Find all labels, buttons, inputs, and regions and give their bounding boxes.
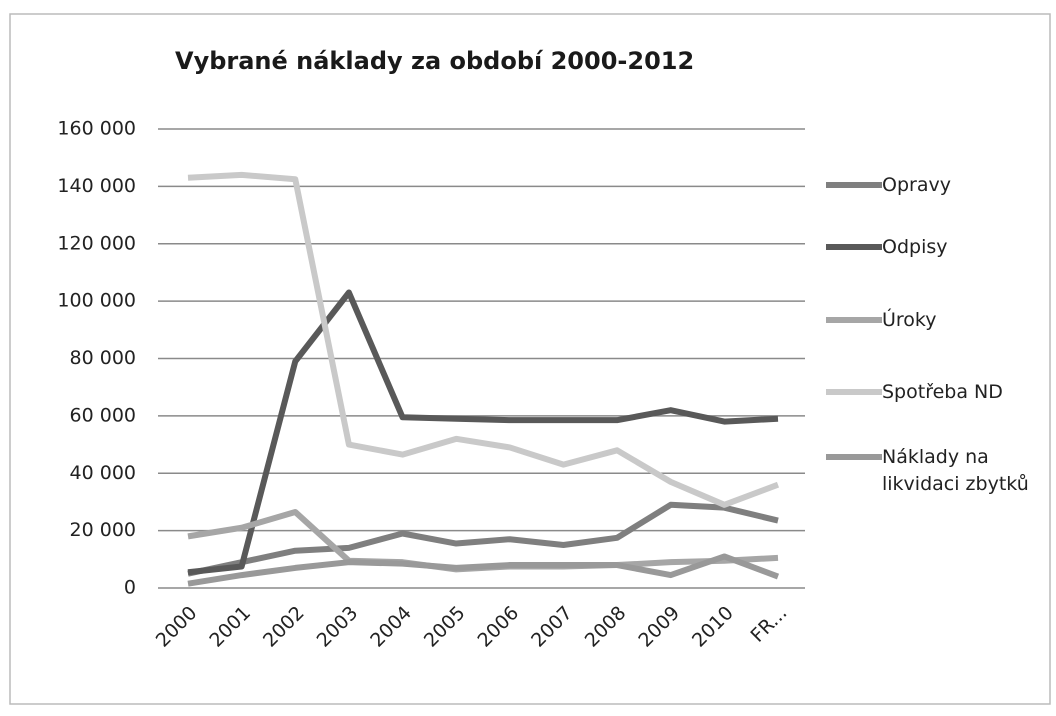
legend-item: Odpisy: [826, 234, 1042, 261]
legend-swatch: [826, 454, 882, 460]
series-line: [187, 501, 779, 577]
x-tick-label: 2000: [152, 602, 202, 652]
x-tick-label: FR...: [746, 602, 791, 647]
legend-label: Opravy: [882, 174, 951, 196]
y-tick-label: 60 000: [70, 404, 136, 426]
y-tick-label: 80 000: [70, 347, 136, 369]
y-tick-label: 120 000: [57, 232, 136, 254]
legend-swatch: [826, 317, 882, 323]
legend-item: Opravy: [826, 172, 1042, 199]
legend-label: Spotřeba ND: [882, 381, 1003, 403]
chart-title: Vybrané náklady za období 2000-2012: [175, 47, 694, 75]
x-tick-label: 2002: [259, 602, 309, 652]
legend-item: Úroky: [826, 307, 1042, 334]
y-tick-label: 160 000: [57, 118, 136, 140]
x-tick-label: 2007: [527, 602, 577, 652]
legend-swatch: [826, 182, 882, 188]
x-tick-label: 2010: [688, 602, 738, 652]
y-tick-label: 140 000: [57, 175, 136, 197]
legend-item: Spotřeba ND: [826, 379, 1042, 406]
legend-label: Úroky: [882, 309, 937, 331]
grid: 0 20 000 40 000 60 000 80 000 100 000 120 000 1…: [57, 118, 805, 652]
y-tick-label: 0: [124, 577, 136, 599]
legend-item: Náklady na likvidaci zbytků: [826, 444, 1042, 498]
x-tick-label: 2005: [420, 602, 470, 652]
y-tick-label: 20 000: [70, 519, 136, 541]
x-tick-label: 2003: [313, 602, 363, 652]
chart-border: [9, 13, 1051, 705]
legend-swatch: [826, 389, 882, 395]
x-tick-label: 2001: [205, 602, 255, 652]
x-tick-label: 2006: [473, 602, 523, 652]
legend-label: Náklady na likvidaci zbytků: [882, 446, 1029, 495]
series-line: [187, 171, 780, 508]
x-tick-label: 2008: [581, 602, 631, 652]
legend-label: Odpisy: [882, 236, 948, 258]
y-tick-label: 100 000: [57, 290, 136, 312]
legend-swatch: [826, 244, 882, 250]
series-line: [187, 289, 779, 576]
y-tick-label: 40 000: [70, 462, 136, 484]
lines: [187, 171, 780, 587]
x-tick-label: 2009: [634, 602, 684, 652]
series-line: [187, 553, 780, 587]
x-tick-label: 2004: [366, 602, 416, 652]
